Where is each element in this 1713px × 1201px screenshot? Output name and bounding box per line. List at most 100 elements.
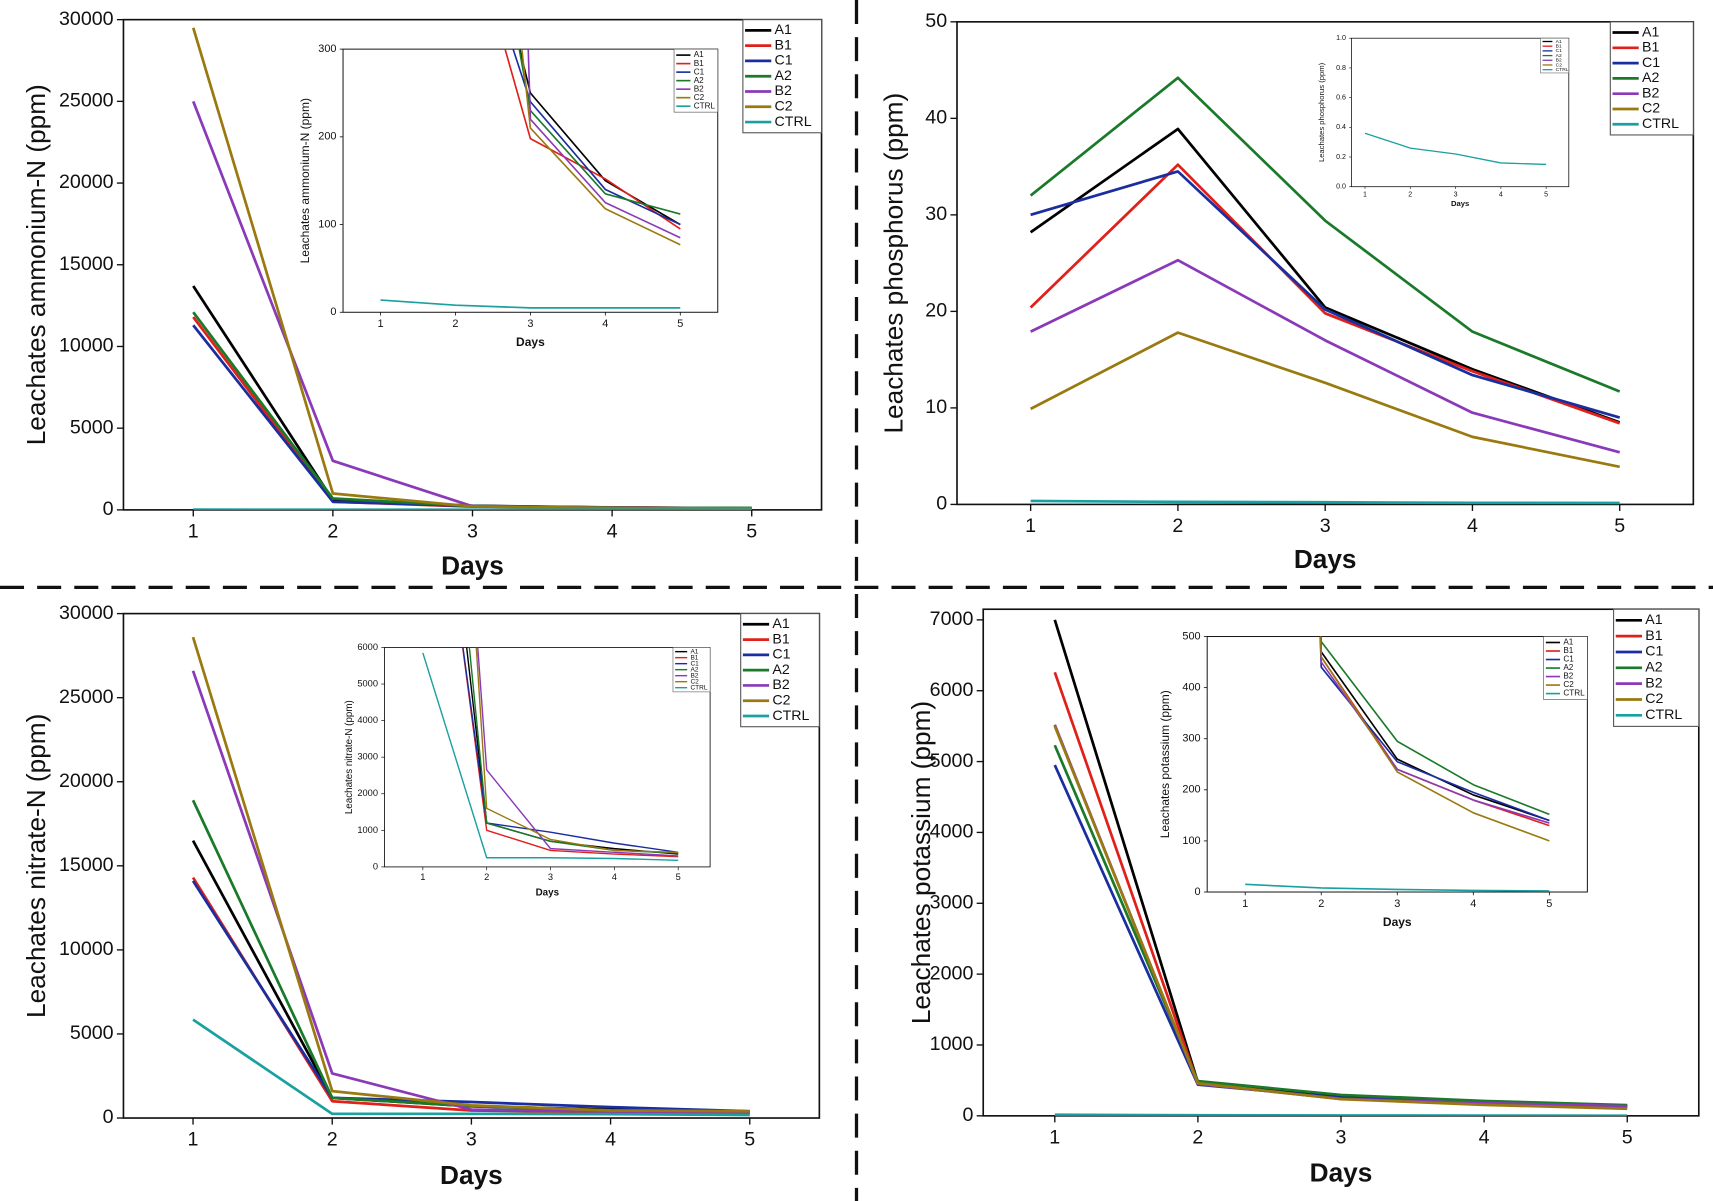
- x-tick-label: 4: [612, 872, 617, 882]
- y-tick-label: 40: [925, 107, 947, 129]
- legend-label: B1: [1556, 43, 1562, 49]
- series-line: [1054, 1113, 1628, 1116]
- legend-label: A2: [690, 666, 698, 673]
- y-tick-label: 10: [925, 396, 947, 418]
- chart: 0 10 20 30 40 50 1 2 3 4 5 Days Leachates phosphorus…: [879, 10, 1695, 574]
- y-tick-label: 300: [318, 43, 336, 55]
- y-tick-label: 200: [1182, 784, 1200, 796]
- legend-label: C1: [772, 647, 790, 663]
- series-line: [1245, 883, 1550, 892]
- legend-label: B2: [690, 672, 698, 679]
- legend-label: C2: [690, 678, 699, 685]
- y-tick-label: 25000: [59, 686, 114, 708]
- x-tick-label: 5: [1546, 898, 1552, 910]
- series-line: [192, 1018, 750, 1117]
- legend-label: CTRL: [1563, 689, 1585, 698]
- y-tick-label: 2000: [357, 788, 378, 798]
- series-group: [191, 636, 750, 1117]
- legend-label: A2: [1556, 53, 1562, 59]
- legend-label: A2: [1642, 70, 1659, 86]
- series-line: [1319, 636, 1550, 842]
- y-tick-label: 400: [1182, 682, 1200, 694]
- x-axis-label: Days: [536, 888, 560, 899]
- y-tick-label: 0: [936, 493, 947, 515]
- legend-label: CTRL: [1645, 707, 1682, 723]
- legend-label: B1: [1645, 628, 1662, 644]
- x-tick-label: 5: [676, 872, 681, 882]
- x-tick-label: 4: [1470, 898, 1476, 910]
- x-tick-label: 1: [1049, 1126, 1060, 1148]
- legend-label: A1: [694, 50, 704, 59]
- legend-box: [740, 613, 820, 728]
- y-tick-label: 5000: [930, 750, 974, 772]
- series-group: [1053, 619, 1628, 1116]
- plot-area: [1206, 636, 1588, 893]
- x-axis-label: Days: [1310, 1158, 1373, 1188]
- y-tick-label: 15000: [59, 253, 114, 275]
- y-tick-label: 0: [373, 861, 378, 871]
- y-tick-label: 6000: [930, 679, 974, 701]
- y-axis-label: Leachates nitrate-N (ppm): [21, 714, 51, 1018]
- series-line: [527, 49, 681, 239]
- series-line: [1320, 636, 1550, 816]
- y-tick-label: 30: [925, 203, 947, 225]
- y-tick-label: 1000: [930, 1033, 974, 1055]
- y-tick-label: 20000: [59, 770, 114, 792]
- legend-label: A1: [1645, 612, 1662, 628]
- series-line: [504, 49, 681, 230]
- legend-box: [672, 647, 711, 693]
- legend-label: C1: [694, 67, 705, 76]
- x-tick-label: 1: [420, 872, 425, 882]
- x-tick-label: 2: [452, 318, 458, 330]
- x-tick-label: 3: [1394, 898, 1400, 910]
- x-tick-label: 1: [188, 1128, 199, 1150]
- legend-label: B2: [1642, 85, 1659, 101]
- x-tick-label: 3: [466, 1128, 477, 1150]
- x-tick-label: 4: [602, 318, 608, 330]
- x-tick-label: 1: [377, 318, 383, 330]
- legend-label: C2: [1642, 101, 1660, 117]
- y-tick-label: 5000: [357, 678, 378, 688]
- y-axis-label: Leachates potassium (ppm): [906, 701, 936, 1024]
- legend-label: B2: [772, 677, 789, 693]
- y-tick-label: 200: [318, 131, 336, 143]
- chart: 0 100 200 300 400 500 1 2 3 4 5 Days Leachates potas…: [1158, 630, 1588, 929]
- y-tick-label: 10000: [59, 938, 114, 960]
- plot-area: [342, 48, 719, 313]
- legend-label: B1: [775, 37, 792, 53]
- x-tick-label: 3: [467, 520, 478, 542]
- series-line: [191, 27, 752, 510]
- series-line: [1030, 499, 1620, 505]
- y-tick-label: 0: [1195, 886, 1201, 898]
- legend-label: B2: [694, 84, 704, 93]
- y-tick-label: 7000: [930, 608, 974, 630]
- y-tick-label: 0.4: [1336, 123, 1346, 131]
- y-tick-label: 4000: [357, 715, 378, 725]
- x-tick-label: 4: [605, 1128, 616, 1150]
- x-tick-label: 5: [677, 318, 683, 330]
- x-axis-label: Days: [440, 1160, 503, 1190]
- series-line: [191, 636, 750, 1113]
- x-tick-label: 2: [1318, 898, 1324, 910]
- y-axis-label: Leachates phosphorus (ppm): [879, 93, 909, 434]
- y-tick-label: 10000: [59, 335, 114, 357]
- legend-label: CTRL: [690, 684, 707, 691]
- y-axis-label: Leachates phosphorus (ppm): [1317, 62, 1326, 162]
- x-axis-label: Days: [516, 335, 545, 349]
- x-tick-label: 5: [746, 520, 757, 542]
- x-tick-label: 1: [188, 520, 199, 542]
- y-tick-label: 1000: [357, 825, 378, 835]
- legend-label: B2: [775, 83, 792, 99]
- y-tick-label: 0.6: [1336, 93, 1346, 101]
- y-tick-label: 0: [103, 498, 114, 520]
- y-tick-label: 20000: [59, 171, 114, 193]
- y-tick-label: 1.0: [1336, 34, 1346, 42]
- legend-label: CTRL: [1642, 116, 1679, 132]
- series-line: [462, 647, 679, 853]
- x-axis-label: Days: [441, 551, 504, 581]
- x-tick-label: 2: [327, 520, 338, 542]
- x-tick-label: 1: [1025, 515, 1036, 537]
- legend-label: C1: [1642, 55, 1660, 71]
- series-line: [1053, 725, 1628, 1111]
